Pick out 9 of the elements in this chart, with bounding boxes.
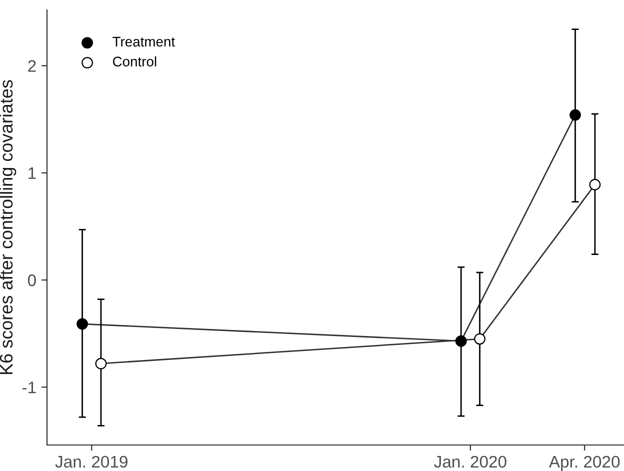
y-tick-label: 1 xyxy=(28,167,36,179)
x-tick-label: Jan. 2019 xyxy=(55,456,128,468)
y-tick-label: 2 xyxy=(28,60,36,72)
x-tick-label: Apr. 2020 xyxy=(548,456,620,471)
y-tick-label: -1 xyxy=(22,382,36,394)
y-tick-label: 0 xyxy=(28,274,36,286)
legend-label: Control xyxy=(112,56,156,66)
legend-label: Treatment xyxy=(112,36,175,47)
x-tick-label: Jan. 2020 xyxy=(434,456,506,468)
